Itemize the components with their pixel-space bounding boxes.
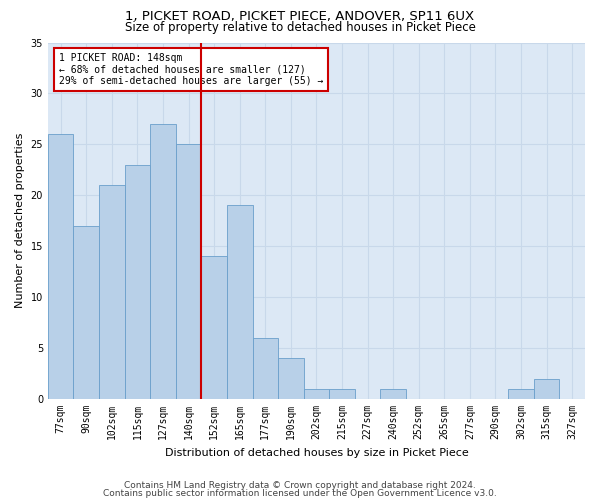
Bar xyxy=(99,185,125,399)
Bar xyxy=(150,124,176,399)
Bar xyxy=(534,378,559,399)
Text: 1, PICKET ROAD, PICKET PIECE, ANDOVER, SP11 6UX: 1, PICKET ROAD, PICKET PIECE, ANDOVER, S… xyxy=(125,10,475,23)
Text: 1 PICKET ROAD: 148sqm
← 68% of detached houses are smaller (127)
29% of semi-det: 1 PICKET ROAD: 148sqm ← 68% of detached … xyxy=(59,53,323,86)
Bar xyxy=(253,338,278,399)
Bar xyxy=(304,389,329,399)
Text: Size of property relative to detached houses in Picket Piece: Size of property relative to detached ho… xyxy=(125,21,475,34)
Bar xyxy=(73,226,99,399)
Bar xyxy=(48,134,73,399)
Bar xyxy=(329,389,355,399)
Bar xyxy=(278,358,304,399)
Text: Contains HM Land Registry data © Crown copyright and database right 2024.: Contains HM Land Registry data © Crown c… xyxy=(124,481,476,490)
Y-axis label: Number of detached properties: Number of detached properties xyxy=(15,133,25,308)
Bar xyxy=(380,389,406,399)
Bar xyxy=(227,206,253,399)
Bar xyxy=(176,144,202,399)
Bar xyxy=(508,389,534,399)
Bar xyxy=(125,164,150,399)
Bar xyxy=(202,256,227,399)
Text: Contains public sector information licensed under the Open Government Licence v3: Contains public sector information licen… xyxy=(103,488,497,498)
X-axis label: Distribution of detached houses by size in Picket Piece: Distribution of detached houses by size … xyxy=(164,448,469,458)
